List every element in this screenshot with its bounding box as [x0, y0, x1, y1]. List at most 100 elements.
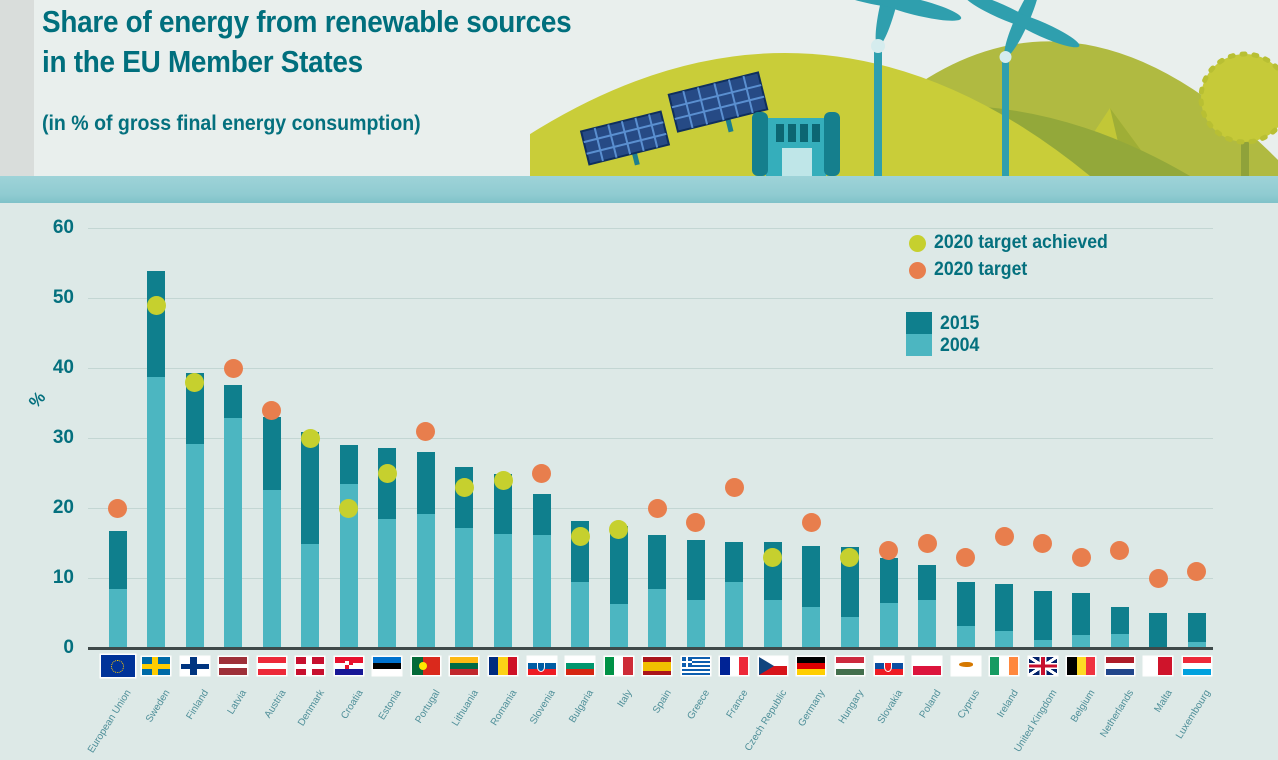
target-dot-bulgaria [570, 526, 590, 546]
bar-2004-lithuania [455, 527, 474, 648]
country-label-cyprus: Cyprus [955, 688, 982, 721]
country-label-slovakia: Slovakia [875, 688, 905, 726]
flag-slovakia [874, 657, 903, 675]
target-dot-slovenia [532, 463, 552, 483]
y-axis-tick: 10 [52, 567, 74, 588]
bar-2004-cyprus [956, 626, 975, 648]
y-axis-unit: % [25, 387, 50, 412]
target-dot-netherlands [1110, 540, 1130, 560]
wind-turbine-icon [817, 0, 962, 176]
bar-2004-european-union [108, 588, 127, 648]
water-band [0, 176, 1278, 203]
renewables-illustration [530, 0, 1278, 176]
target-dot-estonia [377, 463, 397, 483]
country-label-malta: Malta [1152, 688, 1175, 715]
target-dot-romania [493, 470, 513, 490]
dam-icon [752, 112, 840, 176]
country-label-france: France [724, 688, 751, 721]
page-subtitle: (in % of gross final energy consumption) [42, 112, 421, 135]
flag-luxembourg [1182, 657, 1211, 675]
target-dot-belgium [1071, 547, 1091, 567]
target-dot-portugal [416, 421, 436, 441]
flag-netherlands [1105, 657, 1134, 675]
y-axis-tick: 30 [52, 427, 74, 448]
bar-2004-hungary [840, 617, 859, 648]
country-label-hungary: Hungary [836, 688, 867, 726]
target-dot-united-kingdom [1033, 533, 1053, 553]
legend-2004-label: 2004 [940, 335, 980, 356]
bar-2004-ireland [995, 631, 1014, 648]
country-label-latvia: Latvia [226, 688, 250, 717]
bar-2004-italy [609, 603, 628, 648]
legend-2004-swatch [906, 334, 932, 356]
flag-sweden [142, 657, 171, 675]
country-label-germany: Germany [796, 688, 828, 729]
country-label-italy: Italy [615, 688, 635, 710]
legend-target-label: 2020 target [934, 259, 1028, 280]
bar-2004-croatia [339, 483, 358, 648]
target-dot-france [724, 477, 744, 497]
y-axis-tick: 40 [52, 357, 74, 378]
bar-2004-sweden [147, 377, 166, 648]
flag-hungary [835, 657, 864, 675]
flag-portugal [411, 657, 440, 675]
bar-2015-malta [1149, 613, 1168, 648]
flag-european-union [100, 655, 135, 677]
x-axis-line [88, 647, 1213, 650]
bar-2004-luxembourg [1187, 641, 1206, 648]
y-axis-tick: 0 [63, 637, 74, 658]
country-label-sweden: Sweden [143, 688, 173, 725]
country-label-poland: Poland [917, 688, 944, 721]
solar-panel-icon [667, 71, 769, 133]
flag-austria [257, 657, 286, 675]
target-dot-poland [917, 533, 937, 553]
flag-italy [604, 657, 633, 675]
bar-2004-france [725, 581, 744, 648]
country-label-estonia: Estonia [376, 688, 404, 723]
target-dot-austria [262, 400, 282, 420]
flag-denmark [296, 657, 325, 675]
bar-2004-slovenia [532, 535, 551, 648]
target-dot-spain [647, 498, 667, 518]
flag-slovenia [527, 657, 556, 675]
left-edge-strip [0, 0, 34, 177]
gridline [88, 298, 1213, 299]
target-dot-lithuania [454, 477, 474, 497]
target-dot-european-union [108, 498, 127, 518]
flag-czech-republic [758, 657, 787, 675]
country-label-austria: Austria [262, 688, 289, 721]
country-label-lithuania: Lithuania [449, 688, 481, 729]
country-label-belgium: Belgium [1069, 688, 1098, 725]
bar-2004-spain [648, 589, 667, 648]
flag-latvia [219, 657, 248, 675]
gridline [88, 368, 1213, 369]
country-label-czech-republic: Czech Republic [742, 688, 790, 754]
bar-2004-denmark [301, 543, 320, 648]
bar-2004-germany [802, 607, 821, 648]
flag-spain [643, 657, 672, 675]
bar-2004-portugal [416, 513, 435, 648]
target-dot-czech-republic [763, 547, 783, 567]
bar-2004-greece [686, 599, 705, 648]
country-label-croatia: Croatia [338, 688, 366, 722]
bar-2015-united-kingdom [1033, 590, 1052, 648]
legend-achieved-dot-icon [909, 235, 926, 252]
flag-poland [913, 657, 942, 675]
gridline [88, 228, 1213, 229]
country-label-ireland: Ireland [994, 688, 1021, 720]
country-label-spain: Spain [650, 688, 674, 716]
flag-lithuania [450, 657, 479, 675]
target-dot-cyprus [956, 547, 976, 567]
country-label-romania: Romania [488, 688, 520, 728]
chart-background [0, 203, 1278, 760]
page-title-line1: Share of energy from renewable sources [42, 4, 572, 39]
flag-belgium [1067, 657, 1096, 675]
flag-finland [180, 657, 209, 675]
target-dot-luxembourg [1187, 561, 1207, 581]
bar-2004-czech-republic [763, 600, 782, 648]
flag-germany [797, 657, 826, 675]
legend-2015-label: 2015 [940, 313, 980, 334]
bar-2004-latvia [224, 418, 243, 648]
solar-panel-icon [579, 110, 671, 166]
target-dot-latvia [223, 358, 243, 378]
